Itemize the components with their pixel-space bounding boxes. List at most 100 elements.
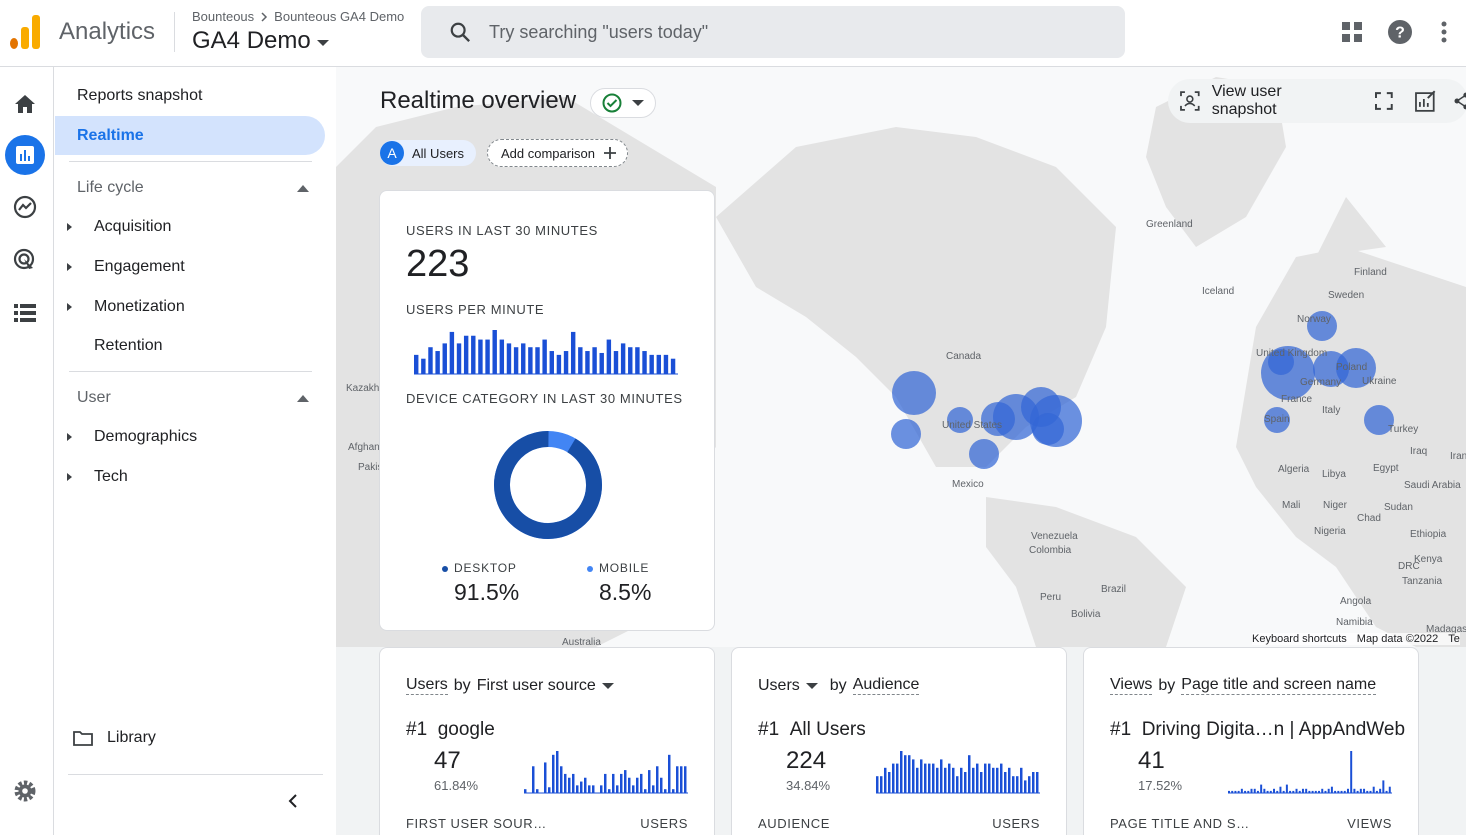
desktop-slice[interactable] xyxy=(492,429,604,541)
map-country-label: Ukraine xyxy=(1362,376,1397,387)
map-bubble[interactable] xyxy=(1336,348,1376,388)
top-item-value: 41 xyxy=(1138,747,1165,774)
apps-grid-icon[interactable] xyxy=(1338,18,1366,46)
chart-bar xyxy=(513,347,519,374)
help-icon[interactable]: ? xyxy=(1386,18,1414,46)
chart-bar xyxy=(532,766,535,793)
keyboard-shortcuts-link[interactable]: Keyboard shortcuts xyxy=(1252,633,1347,645)
chart-bar xyxy=(1366,790,1369,793)
collapse-nav-button[interactable] xyxy=(287,793,299,814)
chart-bar xyxy=(463,335,469,374)
dimension-label[interactable]: Page title and screen name xyxy=(1181,676,1377,695)
chart-bar xyxy=(1244,790,1247,793)
nav-section-label: Life cycle xyxy=(77,179,144,196)
dimension-selector[interactable]: First user source xyxy=(476,676,596,694)
search-input[interactable] xyxy=(489,21,1049,43)
users-last-30-label: USERS IN LAST 30 MINUTES xyxy=(406,223,598,238)
map-country-label: Finland xyxy=(1354,267,1387,278)
card-bar-chart[interactable] xyxy=(876,748,1040,794)
chart-bar xyxy=(599,352,604,374)
check-circle-icon xyxy=(602,93,622,113)
breadcrumb-account[interactable]: Bounteous xyxy=(192,9,255,24)
terms-link[interactable]: Te xyxy=(1448,633,1460,645)
map-bubble[interactable] xyxy=(1307,311,1337,341)
expand-arrow-icon xyxy=(67,473,72,481)
caret-down-icon[interactable] xyxy=(805,682,818,689)
map-country-label: Bolivia xyxy=(1071,609,1101,620)
map-bubble[interactable] xyxy=(947,407,973,433)
configure-list-icon[interactable] xyxy=(5,293,45,333)
nav-reports-snapshot[interactable]: Reports snapshot xyxy=(77,87,203,104)
nav-item-label: Retention xyxy=(94,337,163,354)
chart-bar xyxy=(664,789,667,793)
dimension-label[interactable]: Audience xyxy=(852,676,920,695)
settings-gear-icon[interactable] xyxy=(5,771,45,811)
nav-item-demographics[interactable]: Demographics xyxy=(67,428,197,446)
nav-section-lifecycle[interactable]: Life cycle xyxy=(77,179,309,197)
nav-item-monetization[interactable]: Monetization xyxy=(67,298,185,316)
chart-bar xyxy=(952,767,955,793)
advertising-icon[interactable] xyxy=(5,240,45,280)
analytics-logo-icon[interactable] xyxy=(10,15,40,49)
add-comparison-button[interactable]: Add comparison xyxy=(487,139,628,167)
chart-bar xyxy=(535,347,540,374)
audience-card: Users by Audience #1 All Users 224 34.84… xyxy=(731,647,1067,835)
view-user-snapshot-button[interactable]: View user snapshot xyxy=(1211,83,1282,118)
share-icon[interactable] xyxy=(1454,92,1466,110)
map-bubble[interactable] xyxy=(891,419,921,449)
top-item: #1 All Users xyxy=(758,719,866,741)
user-snapshot-icon xyxy=(1180,91,1200,111)
more-vert-icon[interactable] xyxy=(1430,18,1458,46)
metric-label[interactable]: Users xyxy=(406,676,448,695)
fullscreen-icon[interactable] xyxy=(1374,92,1393,110)
chart-bar xyxy=(612,773,615,793)
caret-down-icon[interactable] xyxy=(601,682,614,689)
data-quality-status[interactable] xyxy=(590,88,656,118)
chart-bar xyxy=(1318,790,1321,793)
device-donut-chart[interactable] xyxy=(492,429,604,541)
users-per-minute-chart[interactable] xyxy=(414,327,680,375)
nav-item-engagement[interactable]: Engagement xyxy=(67,258,185,276)
search-bar[interactable] xyxy=(421,6,1125,58)
reports-icon[interactable] xyxy=(5,135,45,175)
metric-label[interactable]: Views xyxy=(1110,676,1153,695)
chart-bar xyxy=(1314,790,1317,793)
card-bar-chart[interactable] xyxy=(1228,748,1392,794)
map-country-label: Venezuela xyxy=(1031,531,1078,542)
home-icon[interactable] xyxy=(5,84,45,124)
nav-item-tech[interactable]: Tech xyxy=(67,468,128,486)
chart-bar xyxy=(1250,788,1253,793)
edit-chart-icon[interactable] xyxy=(1414,90,1437,112)
nav-item-acquisition[interactable]: Acquisition xyxy=(67,218,171,236)
nav-item-retention[interactable]: Retention xyxy=(67,337,163,355)
map-bubble[interactable] xyxy=(969,439,999,469)
chart-bar xyxy=(1000,763,1003,793)
chart-bar xyxy=(635,347,640,374)
comparison-chip-all-users[interactable]: A All Users xyxy=(380,140,477,166)
left-rail xyxy=(0,67,54,835)
nav-realtime[interactable]: Realtime xyxy=(55,116,325,155)
map-bubble[interactable] xyxy=(1032,413,1064,445)
card-bar-chart[interactable] xyxy=(524,748,688,794)
map-bubble[interactable] xyxy=(1364,405,1394,435)
rank: #1 xyxy=(406,719,428,740)
chart-bar xyxy=(884,767,887,793)
chart-bar xyxy=(948,763,951,793)
chart-bar xyxy=(640,773,643,793)
chart-bar xyxy=(552,754,555,793)
map-bubble[interactable] xyxy=(1268,349,1294,375)
chart-bar xyxy=(449,331,455,374)
breadcrumb-property[interactable]: Bounteous GA4 Demo xyxy=(274,9,405,24)
explore-icon[interactable] xyxy=(5,187,45,227)
map-bubble[interactable] xyxy=(892,371,936,415)
desktop-label: DESKTOP xyxy=(454,561,517,575)
map-country-label: United States xyxy=(942,420,1002,431)
breadcrumb[interactable]: Bounteous Bounteous GA4 Demo xyxy=(192,9,404,24)
nav-section-user[interactable]: User xyxy=(77,389,309,407)
map-bubble[interactable] xyxy=(1264,407,1290,433)
metric-label[interactable]: Users xyxy=(758,676,800,694)
top-item-name: All Users xyxy=(789,719,866,740)
property-selector[interactable]: GA4 Demo xyxy=(192,27,329,55)
nav-library[interactable]: Library xyxy=(73,729,156,747)
chart-bar xyxy=(1382,780,1385,793)
